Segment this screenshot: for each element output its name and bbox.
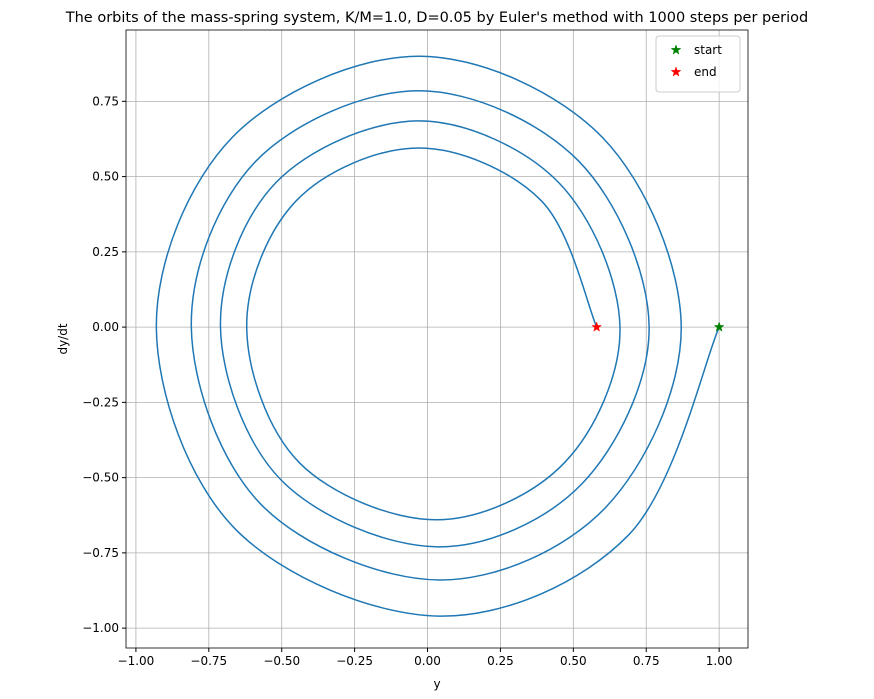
x-tick-label: −0.50 <box>263 654 300 668</box>
y-tick-label: 0.25 <box>92 245 119 259</box>
x-axis-label: y <box>433 677 440 691</box>
legend-label: start <box>694 43 722 57</box>
x-tick-label: 1.00 <box>706 654 733 668</box>
y-tick-label: −1.00 <box>82 621 119 635</box>
legend-marker <box>670 44 682 55</box>
x-tick-label: 0.50 <box>560 654 587 668</box>
y-tick-label: 0.75 <box>92 94 119 108</box>
orbit-line <box>155 55 720 617</box>
x-tick-label: 0.25 <box>487 654 514 668</box>
y-tick-label: 0.50 <box>92 170 119 184</box>
x-tick-label: 0.00 <box>414 654 441 668</box>
legend-marker <box>670 66 682 77</box>
y-tick-label: −0.75 <box>82 546 119 560</box>
legend-label: end <box>694 65 717 79</box>
chart-title: The orbits of the mass-spring system, K/… <box>65 10 808 26</box>
y-tick-label: −0.25 <box>82 395 119 409</box>
plot-frame <box>125 29 749 649</box>
y-tick-label: −0.50 <box>82 471 119 485</box>
marker <box>591 321 603 332</box>
y-tick-label: 0.00 <box>92 320 119 334</box>
x-tick-label: −0.75 <box>190 654 227 668</box>
x-tick-label: 0.75 <box>633 654 660 668</box>
marker <box>713 321 725 332</box>
x-tick-label: −0.25 <box>336 654 373 668</box>
y-axis-label: dy/dt <box>56 323 70 354</box>
x-tick-label: −1.00 <box>118 654 155 668</box>
